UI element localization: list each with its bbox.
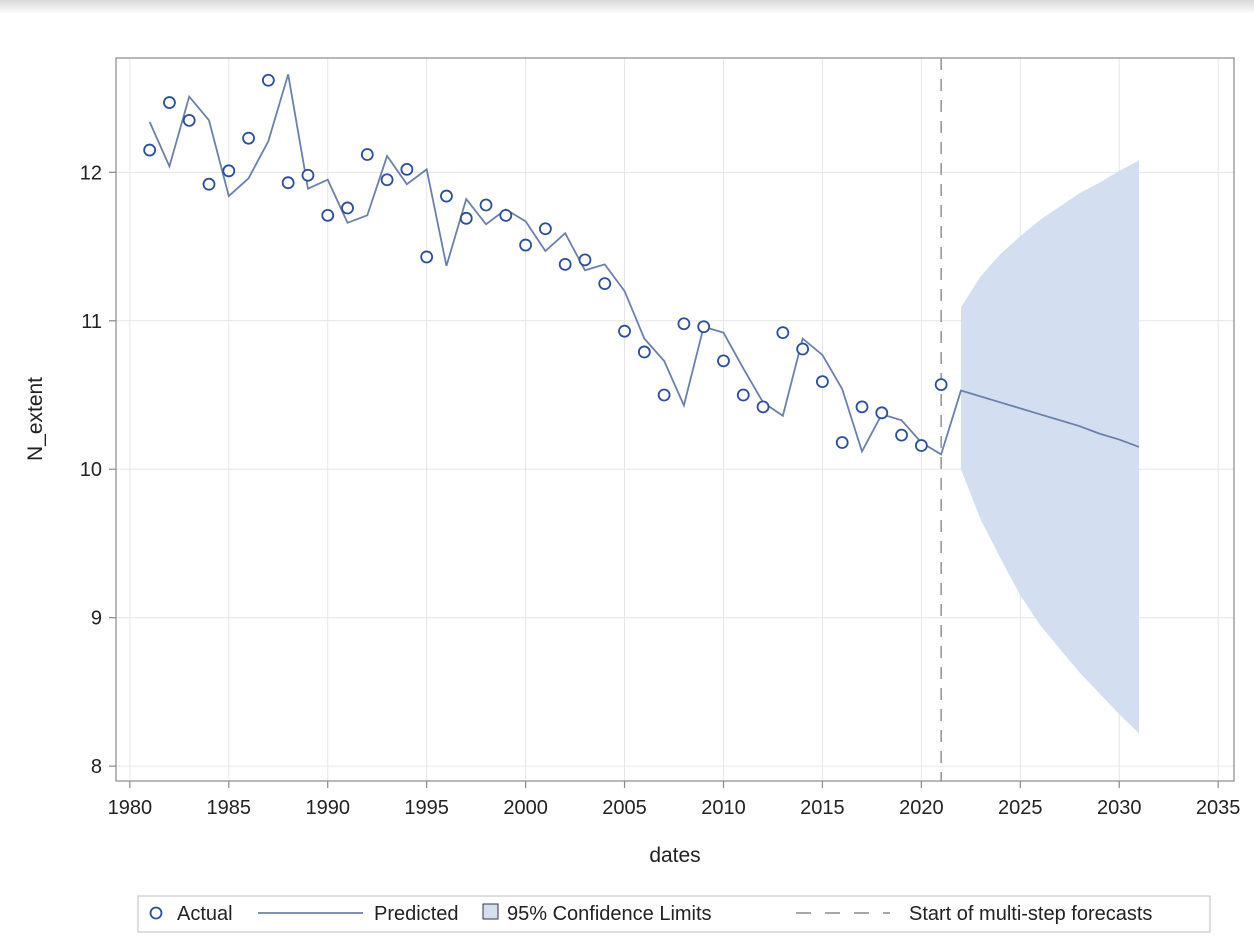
predicted-line-layer: [148, 74, 1140, 456]
actual-point: [360, 148, 374, 161]
actual-point: [321, 208, 335, 222]
actual-point: [222, 164, 236, 178]
y-tick-label: 9: [91, 608, 102, 630]
actual-point: [459, 211, 473, 225]
x-tick-label: 2005: [602, 797, 647, 819]
actual-point: [301, 168, 315, 182]
actual-point: [637, 345, 651, 359]
actual-point: [380, 173, 394, 187]
actual-point: [677, 317, 691, 331]
actual-point: [618, 324, 631, 338]
x-tick-label: 2025: [998, 797, 1043, 819]
actual-point: [420, 250, 434, 264]
actual-point: [202, 177, 216, 191]
actual-point: [697, 320, 711, 334]
y-tick-label: 12: [80, 162, 102, 184]
legend-frame: [137, 895, 1211, 933]
legend-ci-swatch: [482, 903, 499, 920]
x-tick-label: 1995: [404, 797, 449, 819]
actual-point: [717, 354, 730, 368]
actual-point: [895, 428, 908, 442]
predicted-line: [148, 74, 1140, 456]
y-tick-label: 8: [91, 756, 102, 778]
actual-point: [736, 388, 750, 402]
x-tick-label: 2000: [503, 797, 548, 819]
actual-point: [182, 113, 196, 127]
x-tick-label: 1980: [108, 797, 153, 819]
actual-point: [261, 73, 275, 87]
x-tick-label: 2030: [1097, 797, 1142, 819]
y-tick-label: 10: [80, 459, 102, 481]
confidence-band-layer: [960, 160, 1140, 734]
actual-point: [855, 400, 869, 414]
actual-point: [875, 406, 889, 420]
actual-point: [143, 143, 157, 157]
x-tick-label: 2015: [800, 797, 845, 819]
actual-point: [479, 198, 493, 212]
actual-points-layer: [143, 73, 948, 452]
actual-point: [776, 326, 790, 340]
y-axis-title: N_extent: [24, 377, 47, 461]
legend-predicted-label: Predicted: [374, 903, 459, 925]
y-tick-label: 11: [81, 311, 102, 333]
actual-point: [914, 439, 928, 452]
actual-point: [796, 342, 810, 356]
actual-point: [341, 201, 354, 215]
actual-point: [657, 388, 671, 402]
actual-point: [538, 222, 552, 236]
legend-forecast-start-label: Start of multi-step forecasts: [909, 903, 1152, 925]
actual-point: [756, 400, 770, 414]
x-axis-ticks: 1980 1985 1990 1995 2000 2005 2010 2015 2020 2025…: [108, 781, 1241, 819]
actual-point: [400, 162, 414, 176]
legend-actual-marker: [149, 906, 163, 920]
x-tick-label: 1990: [305, 797, 350, 819]
x-tick-label: 2035: [1196, 797, 1241, 819]
actual-point: [816, 375, 829, 389]
actual-point: [440, 189, 453, 203]
x-axis-title: dates: [649, 844, 700, 867]
actual-point: [163, 96, 176, 109]
actual-point: [934, 378, 948, 392]
legend: Actual Predicted 95% Confidence Limits S…: [137, 895, 1211, 933]
legend-ci-label: 95% Confidence Limits: [507, 903, 712, 925]
actual-point: [499, 208, 513, 222]
window-top-shadow: [0, 0, 1254, 14]
actual-point: [242, 131, 255, 145]
actual-point: [598, 277, 612, 291]
x-tick-label: 2010: [701, 797, 746, 819]
actual-point: [558, 257, 572, 271]
x-tick-label: 1985: [207, 797, 252, 819]
confidence-band: [960, 160, 1140, 734]
actual-point: [578, 253, 592, 267]
actual-point: [519, 238, 533, 252]
legend-actual-label: Actual: [177, 903, 233, 925]
y-axis-ticks: 8 9 10 11 12: [80, 162, 116, 778]
plot-frame: [115, 57, 1235, 782]
actual-point: [835, 436, 849, 449]
x-tick-label: 2020: [899, 797, 944, 819]
actual-point: [281, 176, 295, 190]
